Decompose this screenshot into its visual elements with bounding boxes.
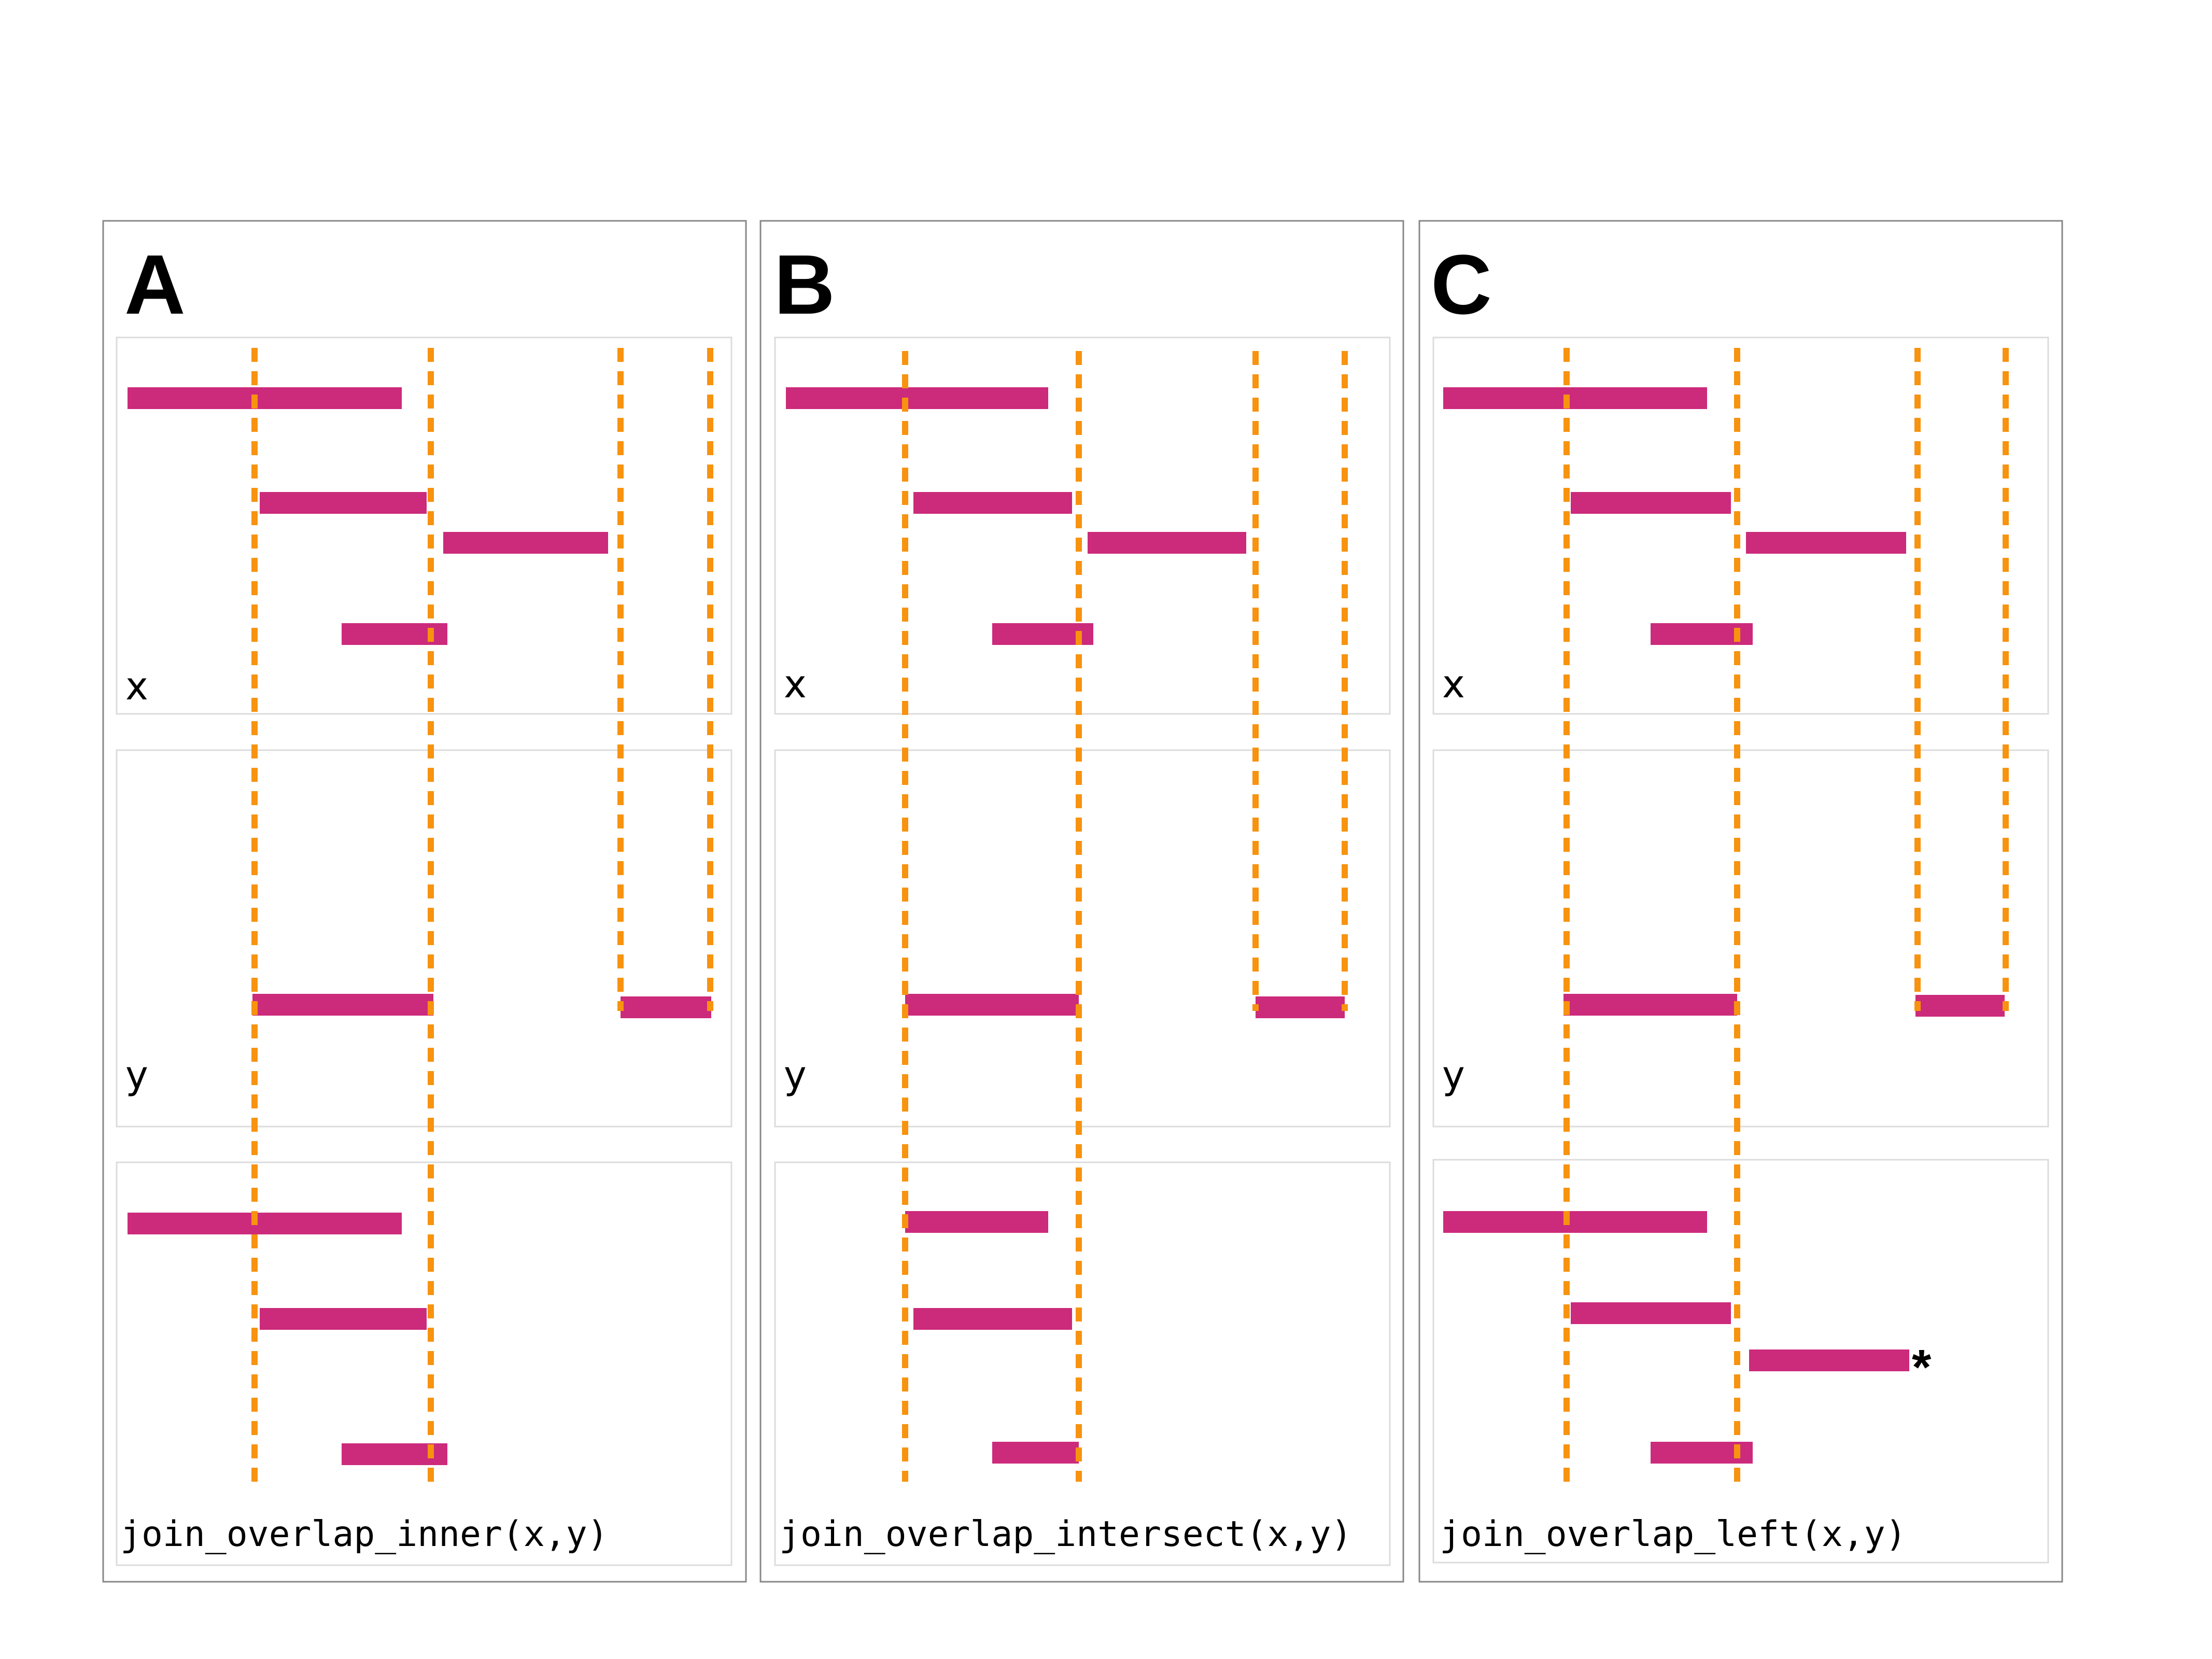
panel-b-y-range-1 — [905, 994, 1079, 1016]
panel-b-x-label: x — [784, 662, 807, 707]
panel-c-y-label: y — [1442, 1053, 1465, 1098]
panel-c-result-range-2 — [1571, 1302, 1731, 1324]
panel-a: A x y join_overlap_inner(x,y) — [102, 220, 747, 1583]
panel-c-result-range-3 — [1749, 1349, 1909, 1371]
panel-a-x-range-2 — [260, 492, 427, 514]
panel-c-y-range-1 — [1563, 994, 1737, 1016]
panel-b-x-range-2 — [913, 492, 1072, 514]
panel-b-x-track — [774, 336, 1391, 715]
panel-c-result-label: join_overlap_left(x,y) — [1440, 1514, 1907, 1555]
panel-a-y-label: y — [125, 1053, 148, 1098]
panel-a-frame — [102, 220, 747, 1583]
panel-c-y-track — [1432, 749, 2049, 1128]
panel-a-x-range-3 — [443, 532, 608, 554]
panel-b-x-range-1 — [786, 387, 1048, 409]
panel-c-x-range-2 — [1571, 492, 1731, 514]
panel-c-letter: C — [1431, 237, 1492, 332]
panel-c-frame — [1418, 220, 2063, 1583]
panel-b-y-label: y — [784, 1053, 807, 1098]
panel-b-result-range-2 — [913, 1308, 1072, 1330]
panel-b-result-range-3 — [992, 1442, 1079, 1464]
panel-a-result-label: join_overlap_inner(x,y) — [120, 1514, 609, 1555]
panel-c-y-range-2 — [1915, 995, 2005, 1017]
panel-b-result-label: join_overlap_intersect(x,y) — [779, 1514, 1352, 1555]
panel-b-result-range-1 — [905, 1211, 1048, 1233]
panel-b-y-range-2 — [1256, 996, 1345, 1018]
panel-a-result-track — [116, 1161, 732, 1566]
panel-a-letter: A — [124, 237, 186, 332]
panel-a-y-track — [116, 749, 732, 1128]
panel-a-result-range-1 — [128, 1213, 402, 1234]
panel-a-result-range-2 — [260, 1308, 427, 1330]
panel-b-result-track — [774, 1161, 1391, 1566]
panel-b: B x y join_overlap_intersect(x,y) — [759, 220, 1404, 1583]
panel-c-x-label: x — [1442, 662, 1465, 707]
panel-c-x-range-1 — [1443, 387, 1707, 409]
panel-a-y-range-1 — [252, 994, 433, 1016]
panel-c-result-track — [1432, 1159, 2049, 1564]
panel-a-y-range-2 — [621, 996, 711, 1018]
panel-b-frame — [759, 220, 1404, 1583]
panel-a-x-track — [116, 336, 732, 715]
panel-b-y-track — [774, 749, 1391, 1128]
panel-b-letter: B — [774, 237, 835, 332]
panel-c-unmatched-marker: * — [1912, 1340, 1932, 1395]
panel-b-x-range-3 — [1088, 532, 1246, 554]
panel-c-x-track — [1432, 336, 2049, 715]
panel-c: C * x y join_overlap_left(x,y) — [1418, 220, 2063, 1583]
panel-c-result-range-1 — [1443, 1211, 1707, 1233]
panel-c-x-range-3 — [1746, 532, 1906, 554]
panel-a-x-label: x — [125, 664, 148, 709]
panel-a-x-range-1 — [128, 387, 402, 409]
